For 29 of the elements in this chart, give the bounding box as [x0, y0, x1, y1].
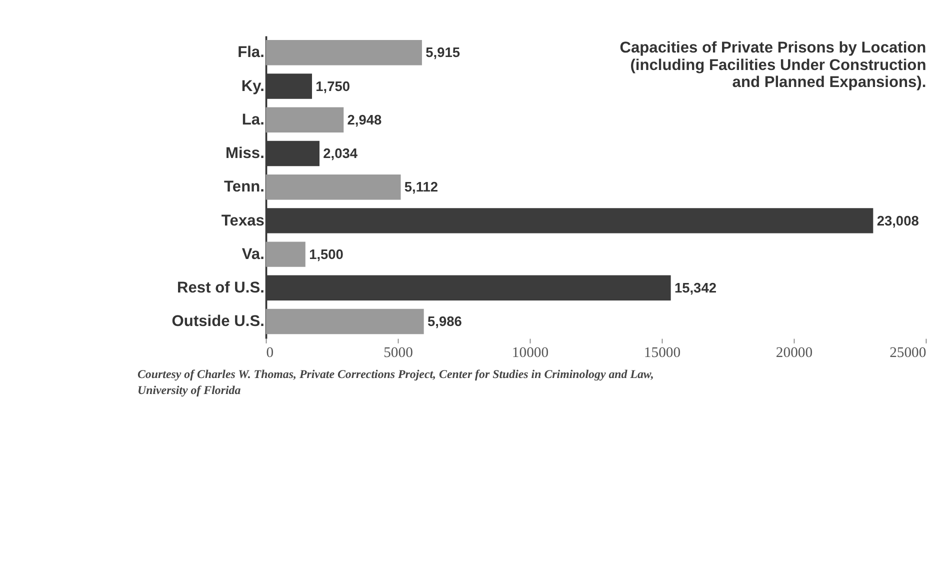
- x-tick-label: 0: [266, 345, 274, 362]
- y-tick-label: Fla.: [238, 44, 264, 62]
- text: (including Facilities Under Construction: [630, 56, 926, 74]
- data-label: 1,500: [309, 246, 344, 262]
- text: University of Florida: [137, 382, 241, 397]
- y-tick-label: Rest of U.S.: [177, 279, 264, 296]
- y-tick-label: Outside U.S.: [172, 313, 264, 330]
- data-label: 2,034: [323, 146, 358, 162]
- x-tick-label: 20000: [776, 345, 813, 362]
- data-label: 2,948: [347, 112, 382, 128]
- x-tick-label: 10000: [512, 345, 549, 362]
- y-tick-label: La.: [242, 111, 264, 128]
- y-tick-label: Texas: [221, 212, 265, 230]
- y-tick-label: Tenn.: [224, 178, 264, 196]
- text: and Planned Expansions).: [732, 74, 926, 92]
- x-tick-label: 25000: [890, 345, 926, 362]
- y-tick-label: Va.: [242, 246, 264, 263]
- x-tick-label: 15000: [644, 345, 681, 362]
- data-label: 5,915: [426, 45, 460, 60]
- data-label: 15,342: [674, 280, 717, 296]
- data-label: 23,008: [876, 213, 920, 228]
- data-label: 5,986: [427, 314, 462, 330]
- y-tick-label: Ky.: [241, 78, 264, 95]
- text: Capacities of Private Prisons by Location: [620, 39, 926, 56]
- data-label: 1,750: [316, 78, 350, 94]
- x-tick-label: 5000: [384, 345, 413, 362]
- text: Courtesy of Charles W. Thomas, Private Corrections Project, Center for Studies in Criminology and Law,: [137, 367, 654, 382]
- data-label: 5,112: [404, 180, 438, 195]
- y-tick-label: Miss.: [225, 145, 264, 162]
